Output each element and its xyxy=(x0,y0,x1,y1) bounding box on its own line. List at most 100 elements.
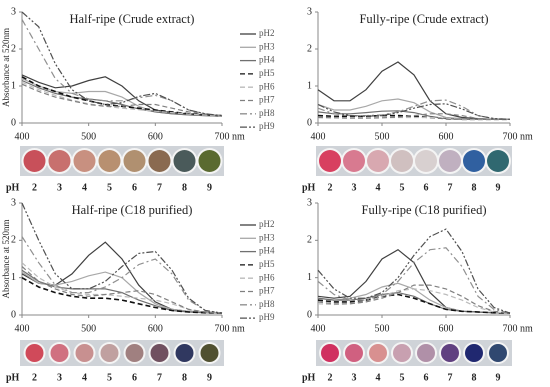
ph-value: 3 xyxy=(352,372,357,383)
well-color xyxy=(487,150,509,172)
ph-value: 2 xyxy=(328,372,333,383)
ph-value: 4 xyxy=(82,182,87,193)
well-color xyxy=(417,344,435,362)
well-color xyxy=(200,344,219,362)
ph-value: 3 xyxy=(57,372,62,383)
ph-label: pH xyxy=(302,182,316,193)
legend-label: pH5 xyxy=(259,259,275,269)
series-line xyxy=(21,83,223,117)
series-line xyxy=(317,61,510,120)
y-tick-label: 3 xyxy=(307,6,312,17)
ph-value: 4 xyxy=(82,372,87,383)
x-tick-label: 700 xyxy=(215,131,230,142)
legend-label: pH6 xyxy=(259,272,275,282)
well-color xyxy=(441,344,459,362)
ph-value: 4 xyxy=(376,182,381,193)
y-tick-label: 2 xyxy=(11,43,16,54)
chart-title: Fully-ripe (C18 purified) xyxy=(362,203,487,217)
legend-label: pH3 xyxy=(259,41,275,51)
panel: 0 1 2 3 400 500 600 700 nm Fully-ripe (Crude extr… xyxy=(302,6,533,193)
well-color xyxy=(321,344,339,362)
y-tick-label: 1 xyxy=(307,272,312,283)
x-axis-label: nm xyxy=(520,323,533,334)
ph-value: 6 xyxy=(424,182,429,193)
x-axis-label: nm xyxy=(520,131,533,142)
x-tick-label: 600 xyxy=(148,131,163,142)
ph-value: 7 xyxy=(157,182,162,193)
series-line xyxy=(21,19,223,117)
y-tick-label: 2 xyxy=(307,235,312,246)
well-color xyxy=(123,150,146,172)
series-line xyxy=(317,113,510,120)
x-tick-label: 400 xyxy=(15,323,30,334)
x-tick-label: 600 xyxy=(439,323,454,334)
well-color xyxy=(391,150,413,172)
legend-label: pH9 xyxy=(259,312,275,322)
well-color xyxy=(175,344,194,362)
well-color xyxy=(367,150,389,172)
well-color xyxy=(489,344,507,362)
ph-value: 6 xyxy=(424,372,429,383)
well-color xyxy=(98,150,121,172)
x-tick-label: 500 xyxy=(81,323,96,334)
well-color xyxy=(23,150,46,172)
x-tick-label: 400 xyxy=(311,131,326,142)
ph-value: 9 xyxy=(207,372,212,383)
series-line xyxy=(21,74,223,117)
y-tick-label: 2 xyxy=(11,235,16,246)
panel: 0 1 2 3 400 500 600 700 nm Absorbance at 520nm Hal… xyxy=(1,6,275,193)
ph-value: 2 xyxy=(32,372,37,383)
series-line xyxy=(21,81,223,117)
series-line xyxy=(21,79,223,117)
ph-value: 8 xyxy=(472,372,477,383)
well-color xyxy=(75,344,94,362)
ph-value: 8 xyxy=(182,372,187,383)
y-axis-label: Absorbance at 520nm xyxy=(1,28,11,107)
ph-value: 7 xyxy=(448,372,453,383)
ph-value: 3 xyxy=(57,182,62,193)
series-line xyxy=(21,202,223,314)
well-color xyxy=(439,150,461,172)
series-line xyxy=(21,236,223,314)
well-color xyxy=(463,150,485,172)
ph-label: pH xyxy=(302,372,316,383)
series-line xyxy=(317,103,511,120)
ph-value: 7 xyxy=(448,182,453,193)
legend-label: pH5 xyxy=(259,68,275,78)
ph-value: 6 xyxy=(132,182,137,193)
x-tick-label: 400 xyxy=(15,131,30,142)
ph-value: 9 xyxy=(496,372,501,383)
well-color xyxy=(73,150,96,172)
series-line xyxy=(317,293,511,314)
x-tick-label: 400 xyxy=(311,323,326,334)
well-color xyxy=(25,344,44,362)
legend-label: pH7 xyxy=(259,286,275,296)
panel: 0 1 2 3 400 500 600 700 nm Fully-ripe (C18 purifi… xyxy=(302,197,533,383)
well-color xyxy=(148,150,171,172)
x-tick-label: 700 xyxy=(503,131,518,142)
well-color xyxy=(173,150,196,172)
chart-title: Fully-ripe (Crude extract) xyxy=(359,12,488,26)
ph-value: 7 xyxy=(157,372,162,383)
y-tick-label: 3 xyxy=(11,6,16,17)
well-color xyxy=(50,344,69,362)
legend-label: pH6 xyxy=(259,81,275,91)
ph-value: 9 xyxy=(496,182,501,193)
ph-value: 2 xyxy=(328,182,333,193)
y-tick-label: 0 xyxy=(11,309,16,320)
y-tick-label: 1 xyxy=(11,272,16,283)
well-color xyxy=(343,150,365,172)
well-color xyxy=(198,150,221,172)
x-tick-label: 500 xyxy=(375,131,390,142)
ph-label: pH xyxy=(6,372,20,383)
y-tick-label: 0 xyxy=(307,309,312,320)
ph-value: 3 xyxy=(352,182,357,193)
chart-title: Half-ripe (C18 purified) xyxy=(72,203,193,217)
well-color xyxy=(150,344,169,362)
ph-value: 5 xyxy=(400,372,405,383)
x-tick-label: 600 xyxy=(439,131,454,142)
legend-label: pH8 xyxy=(259,108,275,118)
series-line xyxy=(317,228,511,314)
ph-value: 5 xyxy=(400,182,405,193)
